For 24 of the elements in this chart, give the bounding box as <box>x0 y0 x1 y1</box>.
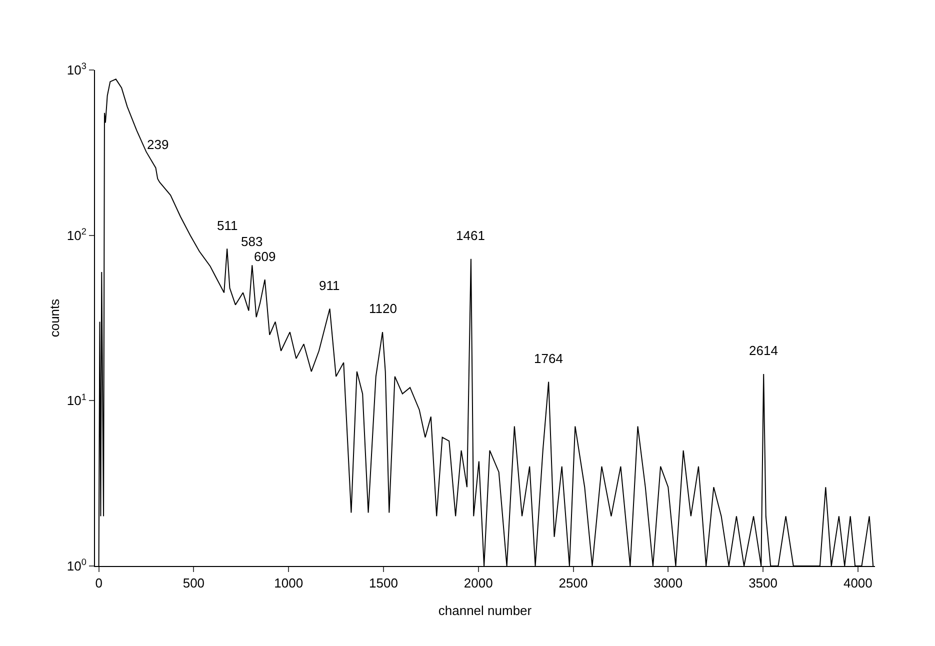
x-axis-title: channel number <box>438 603 532 618</box>
annotation: 239 <box>147 137 169 152</box>
x-tick-label: 1500 <box>369 576 398 591</box>
annotation: 1764 <box>534 351 563 366</box>
annotation: 511 <box>217 218 238 233</box>
x-tick-label: 1000 <box>274 576 304 591</box>
x-tick-label: 2500 <box>558 576 588 591</box>
x-tick-label: 3500 <box>748 576 778 591</box>
y-axis-title: counts <box>47 298 62 338</box>
annotation: 2614 <box>749 343 778 358</box>
x-tick-label: 2000 <box>464 576 493 591</box>
annotation: 1120 <box>369 301 397 316</box>
y-tick-label: 10$^{0}$ <box>66 557 86 574</box>
x-tick-label: 0 <box>95 576 102 591</box>
annotation: 583 <box>241 234 263 249</box>
annotation: 609 <box>254 249 276 264</box>
x-tick-label: 3000 <box>654 576 683 591</box>
y-tick-label: 10$^{3}$ <box>66 61 86 78</box>
annotation: 911 <box>319 278 340 293</box>
y-tick-label: 10$^{2}$ <box>66 226 86 243</box>
x-tick-label: 500 <box>182 576 205 591</box>
x-tick-label: 4000 <box>843 576 872 591</box>
y-tick-label: 10$^{1}$ <box>66 392 86 408</box>
annotation: 1461 <box>456 228 485 243</box>
